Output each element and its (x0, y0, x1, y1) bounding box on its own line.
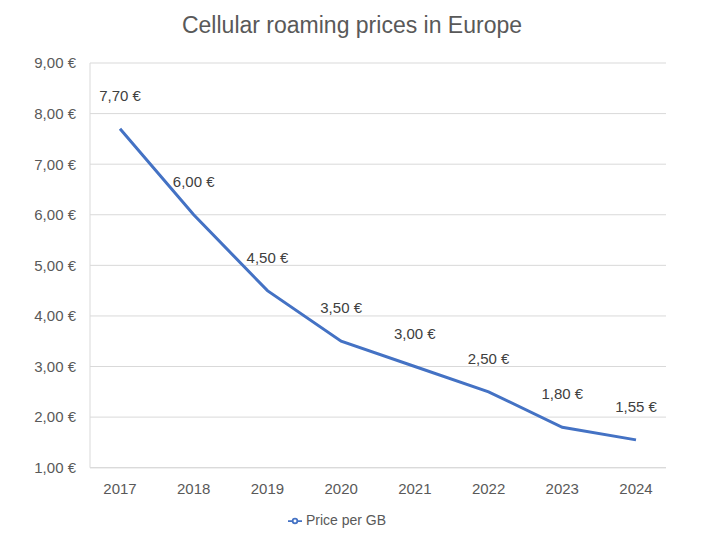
svg-text:6,00 €: 6,00 € (173, 173, 215, 190)
svg-text:2019: 2019 (251, 480, 284, 497)
svg-text:2,00 €: 2,00 € (34, 408, 76, 425)
svg-text:4,00 €: 4,00 € (34, 307, 76, 324)
svg-text:2022: 2022 (472, 480, 505, 497)
svg-text:1,80 €: 1,80 € (541, 385, 583, 402)
svg-text:1,55 €: 1,55 € (615, 398, 657, 415)
svg-text:2017: 2017 (103, 480, 136, 497)
svg-text:9,00 €: 9,00 € (34, 54, 76, 71)
svg-text:2024: 2024 (619, 480, 652, 497)
svg-text:3,00 €: 3,00 € (34, 358, 76, 375)
svg-text:1,00 €: 1,00 € (34, 459, 76, 476)
html-text:Price per GB: Price per GB (305, 511, 387, 528)
svg-text:7,00 €: 7,00 € (34, 156, 76, 173)
svg-text:5,00 €: 5,00 € (34, 257, 76, 274)
svg-text:6,00 €: 6,00 € (34, 206, 76, 223)
svg-text:3,50 €: 3,50 € (320, 299, 362, 316)
svg-text:2018: 2018 (177, 480, 210, 497)
svg-text:2,50 €: 2,50 € (468, 350, 510, 367)
svg-text:2020: 2020 (324, 480, 357, 497)
svg-text:2021: 2021 (398, 480, 431, 497)
svg-text:7,70 €: 7,70 € (99, 87, 141, 104)
html-text:Cellular roaming prices in Eur: Cellular roaming prices in Europe (182, 12, 522, 38)
svg-text:3,00 €: 3,00 € (394, 325, 436, 342)
svg-text:4,50 €: 4,50 € (247, 249, 289, 266)
svg-text:8,00 €: 8,00 € (34, 105, 76, 122)
svg-text:2023: 2023 (546, 480, 579, 497)
